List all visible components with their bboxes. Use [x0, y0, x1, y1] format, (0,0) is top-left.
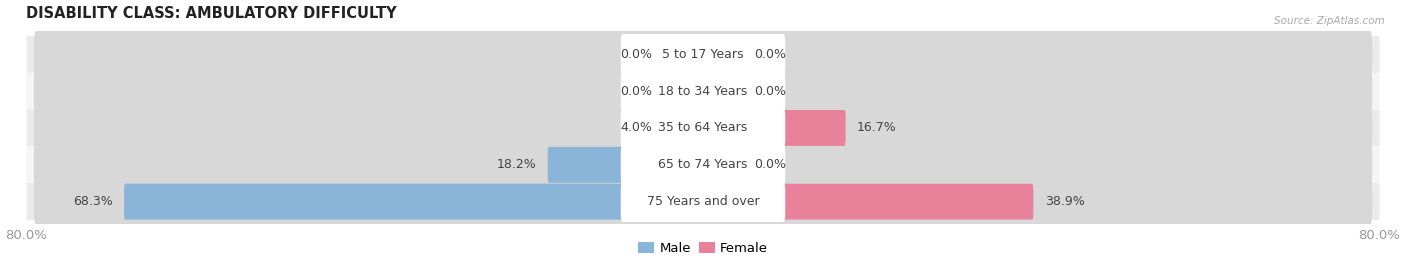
FancyBboxPatch shape [620, 34, 786, 75]
FancyBboxPatch shape [34, 30, 1372, 78]
FancyBboxPatch shape [34, 141, 1372, 189]
Text: 38.9%: 38.9% [1045, 195, 1084, 208]
FancyBboxPatch shape [620, 181, 786, 222]
FancyBboxPatch shape [664, 73, 704, 109]
Text: 16.7%: 16.7% [856, 122, 897, 134]
FancyBboxPatch shape [34, 104, 1372, 152]
FancyBboxPatch shape [34, 178, 1372, 226]
Text: 75 Years and over: 75 Years and over [647, 195, 759, 208]
FancyBboxPatch shape [548, 147, 704, 183]
Text: DISABILITY CLASS: AMBULATORY DIFFICULTY: DISABILITY CLASS: AMBULATORY DIFFICULTY [27, 6, 396, 20]
FancyBboxPatch shape [34, 67, 1372, 115]
FancyBboxPatch shape [702, 147, 742, 183]
Text: 35 to 64 Years: 35 to 64 Years [658, 122, 748, 134]
FancyBboxPatch shape [27, 183, 1379, 220]
FancyBboxPatch shape [124, 184, 704, 220]
Text: 18.2%: 18.2% [496, 158, 537, 171]
Text: Source: ZipAtlas.com: Source: ZipAtlas.com [1274, 16, 1385, 26]
Legend: Male, Female: Male, Female [633, 237, 773, 260]
FancyBboxPatch shape [664, 110, 704, 146]
FancyBboxPatch shape [702, 184, 1033, 220]
FancyBboxPatch shape [27, 36, 1379, 73]
Text: 0.0%: 0.0% [620, 85, 652, 98]
FancyBboxPatch shape [27, 109, 1379, 146]
Text: 5 to 17 Years: 5 to 17 Years [662, 48, 744, 61]
Text: 65 to 74 Years: 65 to 74 Years [658, 158, 748, 171]
FancyBboxPatch shape [702, 73, 742, 109]
FancyBboxPatch shape [702, 110, 845, 146]
Text: 4.0%: 4.0% [620, 122, 652, 134]
FancyBboxPatch shape [664, 36, 704, 72]
FancyBboxPatch shape [620, 144, 786, 185]
FancyBboxPatch shape [620, 108, 786, 148]
Text: 18 to 34 Years: 18 to 34 Years [658, 85, 748, 98]
FancyBboxPatch shape [620, 71, 786, 111]
Text: 68.3%: 68.3% [73, 195, 112, 208]
Text: 0.0%: 0.0% [754, 158, 786, 171]
FancyBboxPatch shape [702, 36, 742, 72]
Text: 0.0%: 0.0% [754, 48, 786, 61]
FancyBboxPatch shape [27, 73, 1379, 109]
Text: 0.0%: 0.0% [754, 85, 786, 98]
Text: 0.0%: 0.0% [620, 48, 652, 61]
FancyBboxPatch shape [27, 146, 1379, 183]
